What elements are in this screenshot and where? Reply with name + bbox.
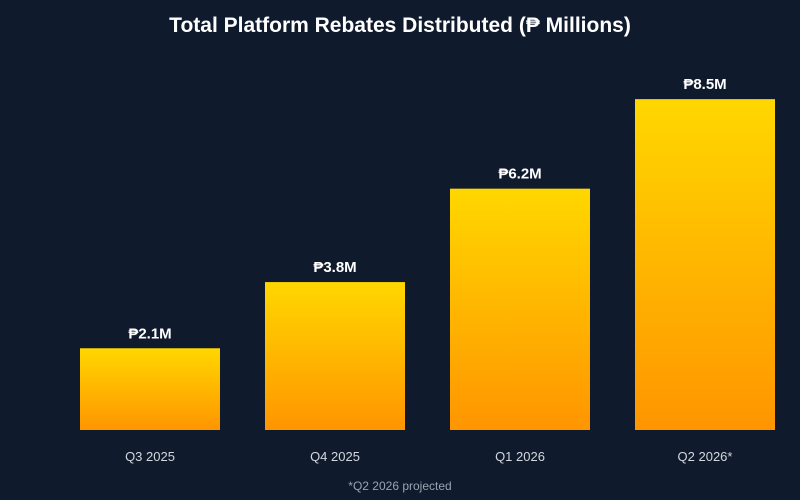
chart-footnote: *Q2 2026 projected	[348, 479, 452, 493]
chart-title: Total Platform Rebates Distributed (₱ Mi…	[169, 14, 631, 37]
bar-3	[635, 99, 775, 431]
x-tick-label-1: Q4 2025	[310, 449, 360, 464]
data-label-1: ₱3.8M	[313, 259, 356, 276]
data-label-2: ₱6.2M	[498, 166, 541, 183]
data-label-3: ₱8.5M	[683, 76, 726, 93]
bar-2	[450, 188, 590, 430]
bar-1	[265, 282, 405, 430]
bar-0	[80, 348, 220, 430]
x-tick-label-3: Q2 2026*	[678, 449, 733, 464]
x-tick-label-2: Q1 2026	[495, 449, 545, 464]
data-label-0: ₱2.1M	[128, 325, 171, 342]
x-tick-label-0: Q3 2025	[125, 449, 175, 464]
